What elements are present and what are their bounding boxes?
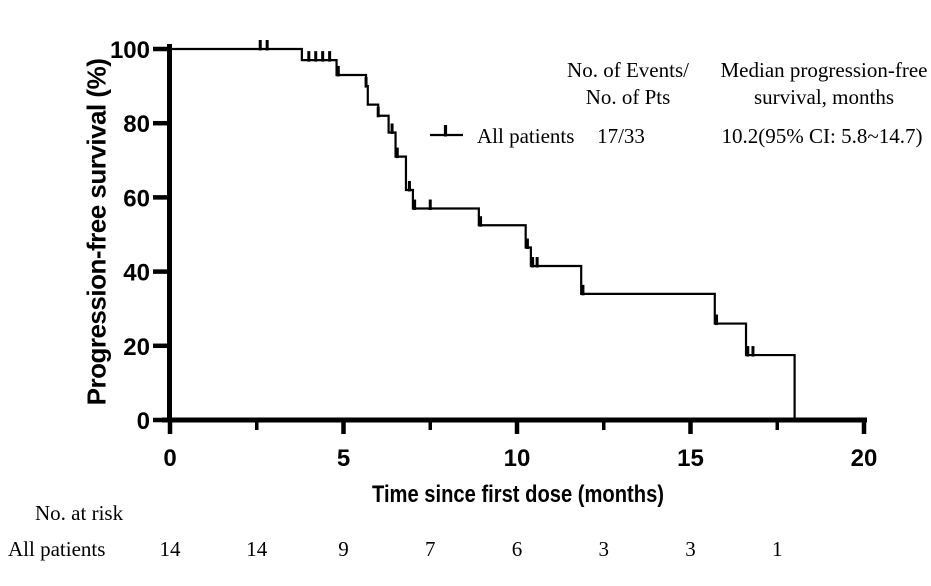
y-axis-title: Progression-free survival (%) (81, 58, 112, 406)
y-tick-label-20: 20 (123, 334, 150, 361)
risk-counts-row: 14 14 9 7 6 3 3 1 (0, 537, 931, 567)
risk-count-t15: 3 (685, 537, 696, 561)
risk-count-t5: 9 (338, 537, 349, 561)
x-axis-title: Time since first dose (months) (371, 481, 665, 508)
y-tick-label-100: 100 (110, 37, 150, 64)
events-header-line1: No. of Events/ (567, 58, 689, 82)
median-header-line2: survival, months (754, 85, 894, 109)
x-tick-label-10: 10 (504, 445, 531, 472)
km-curve-all-patients (170, 47, 796, 420)
y-tick-label-60: 60 (123, 185, 150, 212)
x-tick-label-5: 5 (337, 445, 350, 472)
risk-count-t10: 6 (511, 537, 523, 561)
risk-count-t12.5: 3 (598, 537, 610, 561)
x-tick-label-20: 20 (851, 445, 878, 472)
y-tick-label-0: 0 (137, 408, 150, 435)
risk-count-t2.5: 14 (246, 537, 268, 561)
risk-count-t0: 14 (159, 537, 181, 561)
x-tick-label-15: 15 (677, 445, 704, 472)
events-header-line2: No. of Pts (585, 85, 671, 109)
risk-table-title: No. at risk (35, 501, 124, 525)
x-tick-label-0: 0 (163, 445, 176, 472)
risk-count-t7.5: 7 (425, 537, 436, 561)
y-tick-label-80: 80 (123, 111, 150, 138)
legend-series-label: All patients (477, 124, 575, 148)
y-tick-label-40: 40 (123, 260, 150, 287)
legend-events-value: 17/33 (597, 124, 645, 148)
risk-count-t17.5: 1 (772, 537, 783, 561)
risk-row-label: All patients (8, 537, 106, 561)
median-header-line1: Median progression-free (720, 58, 928, 82)
legend-median-value: 10.2(95% CI: 5.8~14.7) (721, 124, 923, 148)
